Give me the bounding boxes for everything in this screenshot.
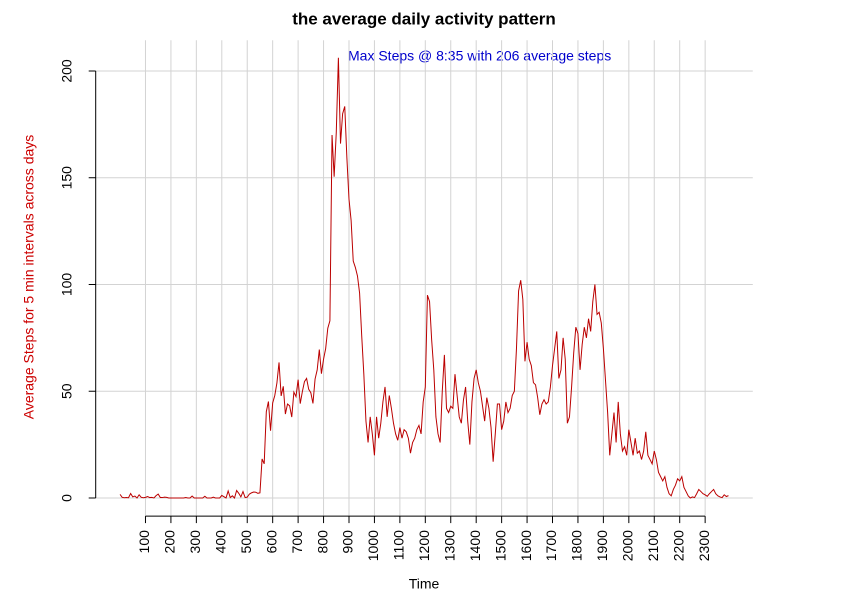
- grid: [95, 40, 753, 516]
- x-axis-label: Time: [409, 576, 440, 592]
- line: [119, 57, 729, 499]
- x-tick-label: 400: [212, 530, 228, 554]
- y-tick-label: 150: [58, 166, 74, 190]
- x-tick-label: 2100: [645, 530, 661, 561]
- x-tick-label: 1300: [441, 530, 457, 561]
- x-tick-label: 900: [340, 530, 356, 554]
- x-tick-label: 800: [314, 530, 330, 554]
- x-tick-label: 500: [238, 530, 254, 554]
- x-tick-label: 1900: [594, 530, 610, 561]
- x-tick-label: 700: [289, 530, 305, 554]
- x-tick-label: 100: [136, 530, 152, 554]
- x-tick-label: 600: [263, 530, 279, 554]
- x-tick-label: 1200: [416, 530, 432, 561]
- x-tick-label: 1000: [365, 530, 381, 561]
- chart-title: the average daily activity pattern: [292, 9, 556, 28]
- x-tick-label: 1800: [569, 530, 585, 561]
- y-tick-label: 200: [58, 59, 74, 83]
- y-axis-label: Average Steps for 5 min intervals across…: [21, 135, 37, 420]
- x-tick-label: 1500: [492, 530, 508, 561]
- x-tick-label: 2200: [670, 530, 686, 561]
- x-tick-label: 200: [162, 530, 178, 554]
- annotation: Max Steps @ 8:35 with 206 average steps: [348, 48, 611, 64]
- y-tick-label: 0: [58, 494, 74, 502]
- x-tick-label: 300: [187, 530, 203, 554]
- y-tick-label: 50: [58, 383, 74, 399]
- x-tick-label: 1400: [467, 530, 483, 561]
- x-tick-label: 2000: [620, 530, 636, 561]
- y-tick-label: 100: [58, 273, 74, 297]
- x-tick-label: 1700: [543, 530, 559, 561]
- x-tick-label: 1600: [518, 530, 534, 561]
- x-tick-label: 2300: [696, 530, 712, 561]
- x-tick-label: 1100: [391, 530, 407, 560]
